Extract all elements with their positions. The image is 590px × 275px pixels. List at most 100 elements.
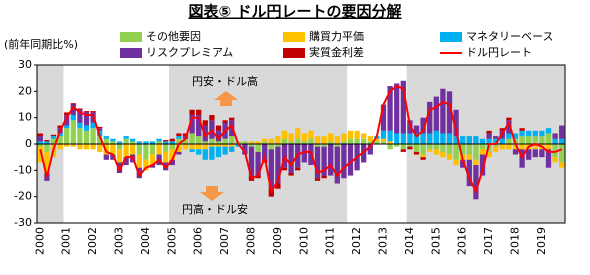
legend-label: マネタリーベース [466,30,553,43]
bar-segment [90,128,96,144]
bar-segment [545,133,552,144]
bar-segment [110,141,116,144]
bar-segment [486,151,492,158]
bar-segment [407,146,413,150]
bar-segment [50,134,57,137]
bar-segment [83,112,90,126]
bar-segment [440,144,446,152]
bar-segment [97,144,103,152]
y-tick-label: -30 [14,216,32,229]
bar-segment [493,144,499,147]
bar-segment [466,136,472,144]
bar-segment [526,149,532,160]
bar-segment [479,154,486,176]
bar-segment [453,136,459,144]
bar-segment [552,133,558,139]
bar-segment [440,151,446,158]
y-tick-label: 10 [18,111,32,124]
bar-segment [512,149,519,155]
legend-swatch [283,32,305,42]
bar-segment [288,144,294,173]
bar-segment [222,146,228,155]
bar-segment [314,146,321,179]
legend-swatch [283,48,305,58]
bar-segment [57,144,63,150]
bar-segment [97,128,103,131]
bar-segment [123,157,129,166]
bar-segment [143,144,149,160]
bar-segment [103,138,109,144]
bar-segment [446,144,453,155]
bar-segment [215,144,222,147]
bar-segment [506,133,512,139]
legend-label: その他要因 [146,30,201,43]
bar-segment [420,154,426,158]
legend-swatch [120,32,142,42]
bar-segment [387,141,393,144]
bar-segment [506,144,512,150]
bar-segment [539,149,545,158]
bar-segment [176,136,182,139]
bar-segment [308,130,314,139]
y-tick-label: 0 [25,137,32,150]
bar-segment [130,138,136,142]
bar-segment [545,144,552,150]
bar-segment [255,151,261,176]
bar-segment [440,133,446,144]
bar-segment [196,149,202,155]
legend-label: ドル円レート [466,46,532,59]
bar-segment [341,133,347,142]
bar-segment [103,154,109,160]
x-tick-label: 2004 [139,227,152,255]
bar-segment [64,112,70,116]
bar-segment [519,128,525,131]
bar-segment [110,144,116,155]
bar-segment [90,144,96,150]
y-tick-label: 20 [18,84,32,97]
bar-segment [70,115,76,121]
bar-segment [473,159,479,166]
bar-segment [532,144,538,150]
bar-segment [196,136,202,144]
bar-segment [169,138,175,142]
bar-segment [539,136,545,144]
bar-segment [103,144,109,155]
bar-segment [295,167,301,171]
x-tick-label: 2018 [509,227,522,255]
bar-segment [116,149,123,163]
bar-segment [328,141,334,144]
x-tick-label: 2013 [377,227,390,255]
bar-segment [559,144,565,163]
bar-segment [57,133,63,137]
bar-segment [44,144,50,152]
bar-segment [229,144,235,147]
bar-segment [506,138,512,144]
bar-segment [37,133,43,137]
bar-segment [545,149,552,168]
bar-segment [248,146,255,176]
bar-segment [427,149,433,152]
bar-segment [394,144,400,147]
bar-segment [163,151,169,163]
bar-segment [163,141,169,144]
bar-segment [248,141,255,144]
bar-segment [149,141,156,144]
bar-segment [202,149,208,160]
annotation: 円高・ドル安 [182,202,248,216]
plot-area: -30 -20 -10 0 10 20 30 2000 2001 2002 2003 2004 2005… [14,58,566,255]
bar-segment [420,133,426,144]
bar-segment [532,136,538,144]
bar-segment [281,130,288,139]
bar-segment [196,115,202,137]
x-tick-label: 2006 [192,227,205,255]
bar-segment [532,130,538,137]
bar-segment [341,141,347,144]
x-tick-label: 2011 [324,227,337,255]
bar-segment [64,115,70,126]
bar-segment [275,136,281,144]
bar-segment [460,144,466,155]
bar-segment [222,144,228,147]
bar-segment [420,157,426,160]
bar-segment [189,149,195,152]
bar-segment [196,109,202,116]
